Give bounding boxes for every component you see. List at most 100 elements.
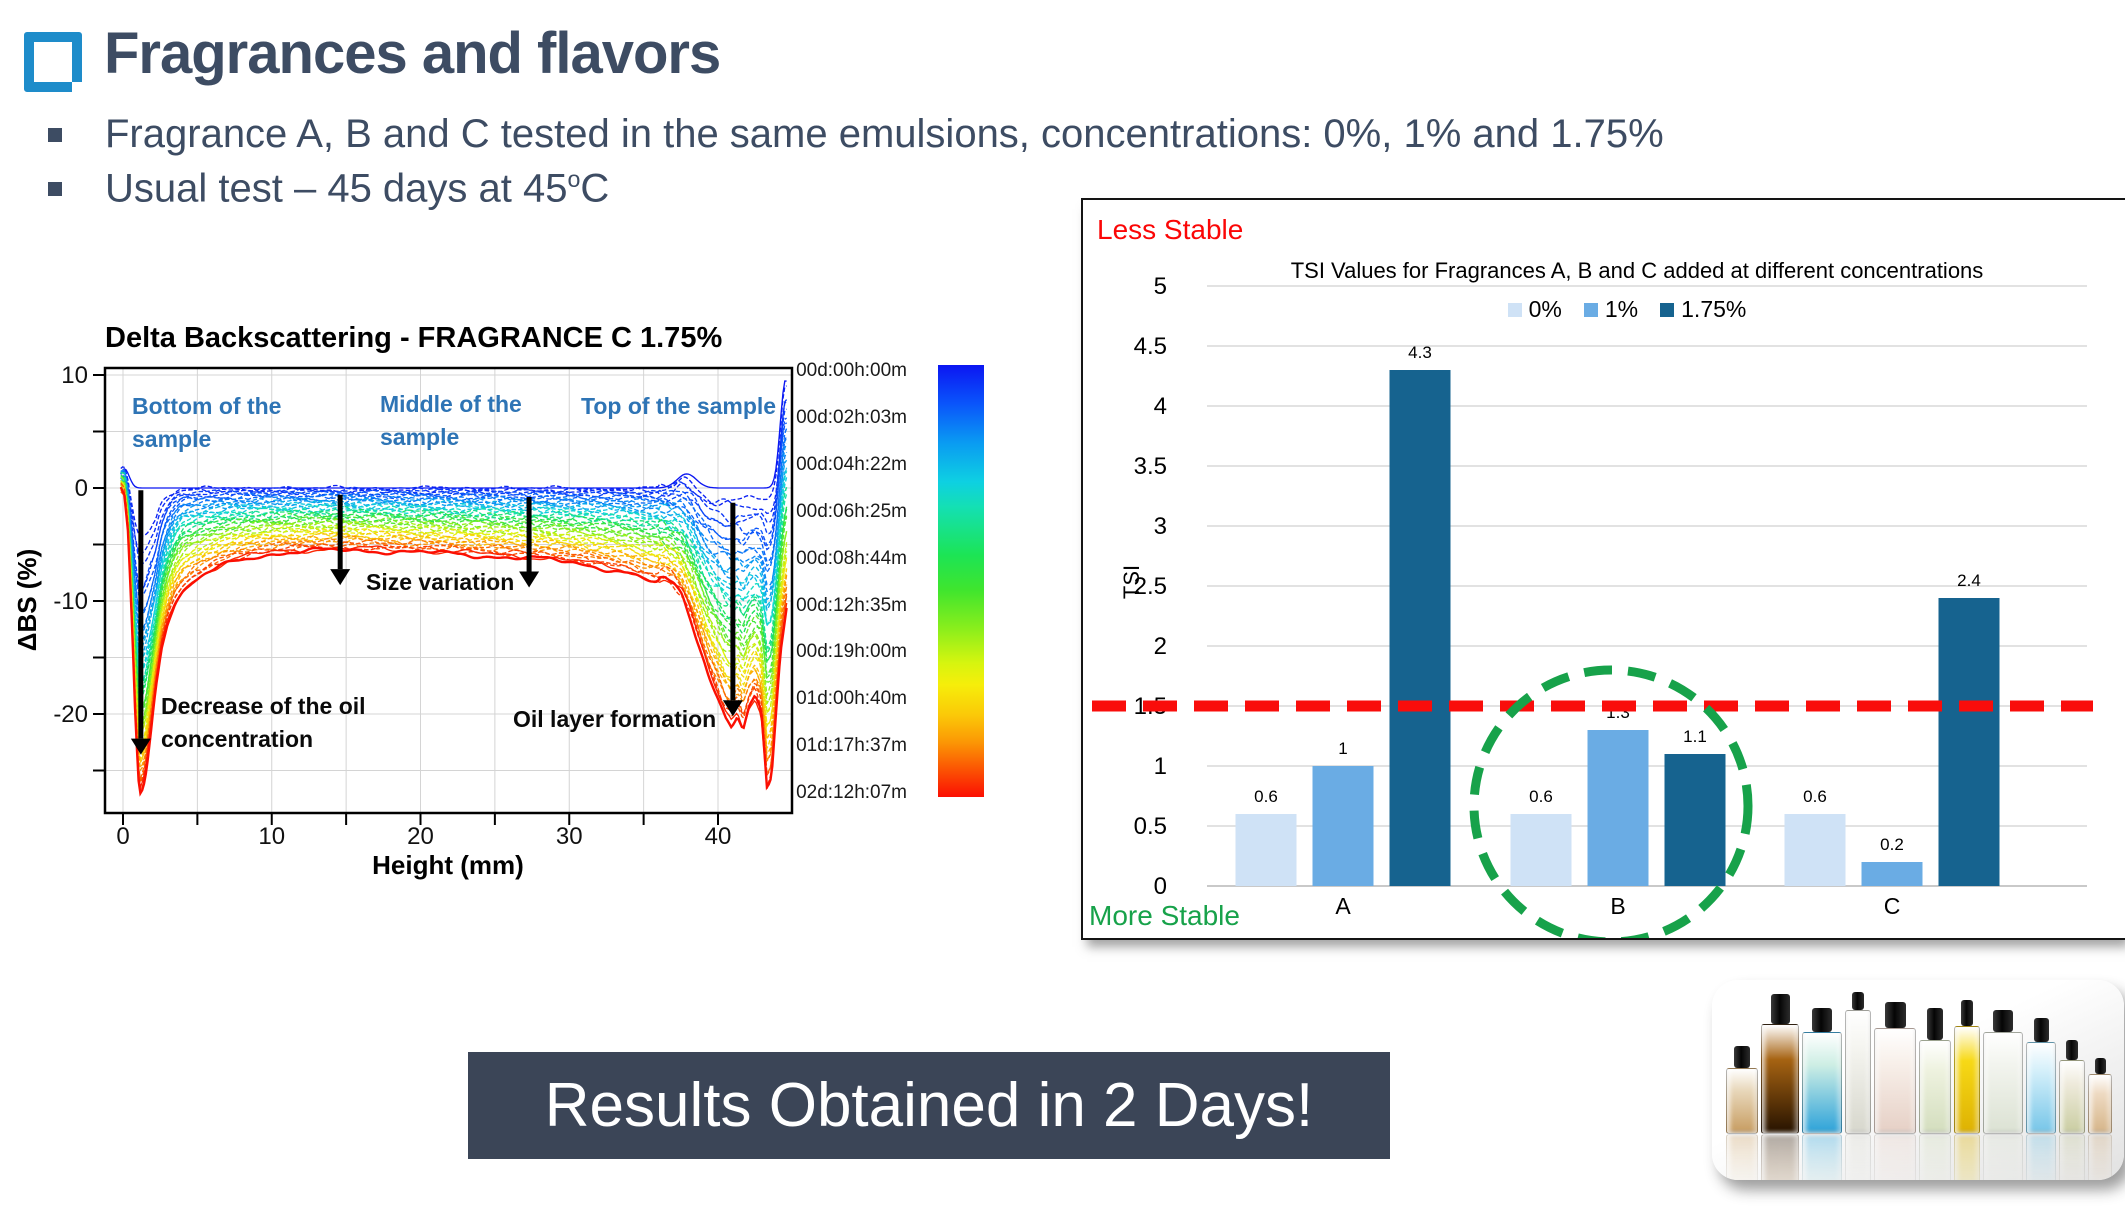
tsi-panel: 54.543.532.521.510.500.60.60.611.30.24.3… <box>1081 198 2125 940</box>
bottle-cap <box>1852 992 1864 1010</box>
bottle-body <box>2026 1134 2056 1180</box>
bottle-body <box>2088 1134 2112 1180</box>
bottle-body <box>1983 1134 2023 1180</box>
tsi-y-tick-label: 4.5 <box>1134 333 1167 360</box>
tsi-y-tick-label: 3.5 <box>1134 453 1167 480</box>
tsi-ylabel: TSI <box>1119 564 1145 600</box>
bottle-body <box>1845 1010 1871 1134</box>
colorbar-time-label: 00d:04h:22m <box>796 453 907 475</box>
perfume-bottles-reflection <box>1726 1134 2112 1180</box>
perfume-bottle <box>1761 1134 1799 1180</box>
bs-scan-curve <box>120 401 787 555</box>
page-title: Fragrances and flavors <box>104 21 721 86</box>
backscatter-chart: Delta Backscattering - FRAGRANCE C 1.75%… <box>10 318 1020 918</box>
bottle-cap <box>1927 1008 1943 1040</box>
perfume-bottle <box>1845 992 1871 1134</box>
bullet-line-2: Usual test – 45 days at 45oC <box>105 166 610 211</box>
bottle-body <box>2059 1134 2085 1180</box>
annotation-size-variation: Size variation <box>366 569 515 595</box>
bottle-cap <box>1734 1046 1750 1068</box>
tsi-bar-A-1% <box>1312 766 1374 886</box>
perfume-bottle <box>2088 1134 2112 1180</box>
tsi-bar-value-label: 1.1 <box>1683 727 1707 746</box>
legend-swatch-icon <box>1507 302 1522 317</box>
bs-scan-curve <box>120 481 788 714</box>
perfume-bottle <box>1983 1010 2023 1134</box>
colorbar-time-label: 02d:12h:07m <box>796 782 907 804</box>
bs-scan-curve <box>120 484 788 718</box>
bs-grid <box>105 368 792 813</box>
bs-plot-border <box>103 366 794 815</box>
bottle-body <box>1874 1028 1916 1134</box>
bottle-body <box>1954 1134 1980 1180</box>
colorbar-time-label: 00d:00h:00m <box>796 360 907 381</box>
tsi-y-tick-label: 0 <box>1154 873 1167 900</box>
down-arrow-head-icon <box>519 571 540 588</box>
bs-scan-curve <box>120 468 788 661</box>
backscatter-chart-title: Delta Backscattering - FRAGRANCE C 1.75% <box>105 322 723 354</box>
bs-scan-curve <box>120 408 787 591</box>
annotation-top-of-sample: Top of the sample <box>581 393 777 419</box>
annotation-oil-layer: Oil layer formation <box>513 706 717 732</box>
bottle-cap <box>1770 994 1790 1024</box>
bs-ticks <box>93 374 719 825</box>
tsi-bar-value-label: 0.6 <box>1803 787 1827 806</box>
tsi-legend-item: 1.75% <box>1660 296 1746 323</box>
tsi-category-label: C <box>1884 893 1901 919</box>
tsi-bar-value-label: 0.6 <box>1254 787 1278 806</box>
perfume-bottles <box>1726 984 2112 1134</box>
tsi-legend: 0% 1% 1.75% <box>1207 296 2047 323</box>
tsi-y-tick-label: 5 <box>1154 273 1167 300</box>
bullet-square-icon <box>48 128 62 142</box>
tsi-legend-label: 1.75% <box>1681 296 1747 322</box>
bs-scan-curve <box>120 481 788 729</box>
bs-scan-curve <box>120 471 788 695</box>
tsi-y-tick-label: 0.5 <box>1134 813 1167 840</box>
bs-scan-curve <box>120 459 788 661</box>
perfume-bottle <box>2026 1018 2056 1134</box>
bs-scan-curve <box>120 482 788 772</box>
tsi-category-label: B <box>1610 893 1625 919</box>
bottle-cap <box>2094 1058 2106 1074</box>
bs-scan-curve <box>120 482 788 765</box>
bottle-body <box>1874 1134 1916 1180</box>
tsi-bar-C-1.75% <box>1938 598 2000 886</box>
perfume-bottle <box>1874 1002 1916 1134</box>
bs-curves <box>119 380 788 797</box>
bottle-body <box>1761 1134 1799 1180</box>
bottle-cap <box>2033 1018 2049 1042</box>
perfume-bottle <box>1761 994 1799 1134</box>
bottle-cap <box>1884 1002 1906 1028</box>
bottle-body <box>1845 1134 1871 1180</box>
bs-x-tick-label: 10 <box>258 823 285 850</box>
perfume-bottle <box>2059 1040 2085 1134</box>
tsi-legend-label: 1% <box>1604 296 1639 322</box>
perfume-bottle <box>1954 1134 1980 1180</box>
bottle-body <box>1919 1040 1951 1134</box>
less-stable-label: Less Stable <box>1097 214 1244 245</box>
bs-scan-curve <box>120 483 788 785</box>
bs-scan-curve <box>120 480 788 696</box>
bottle-cap <box>1812 1008 1832 1032</box>
tsi-y-tick-label: 3 <box>1154 513 1167 540</box>
annotation-middle-of-sample: Middle of the sample <box>380 391 522 451</box>
tsi-y-tick-label: 2 <box>1154 633 1167 660</box>
tsi-legend-label: 0% <box>1528 296 1562 322</box>
bs-scan-curve <box>120 422 788 600</box>
scan-time-labels: 00d:00h:00m 00d:02h:03m 00d:04h:22m 00d:06h… <box>745 318 907 918</box>
bs-scan-curve <box>120 476 788 733</box>
tsi-bar-A-0% <box>1235 814 1297 886</box>
bottle-body <box>1726 1068 1758 1134</box>
bs-x-tick-label: 0 <box>116 823 129 850</box>
tsi-bar-value-label: 2.4 <box>1957 571 1981 590</box>
tsi-bar-value-label: 4.3 <box>1408 343 1432 362</box>
bullet-line-1: Fragrance A, B and C tested in the same … <box>105 112 1664 156</box>
tsi-bar-B-0% <box>1510 814 1572 886</box>
more-stable-label: More Stable <box>1089 900 1240 931</box>
bs-x-tick-label: 20 <box>407 823 434 850</box>
tsi-bar-B-1.75% <box>1664 754 1726 886</box>
backscatter-plot: Height (mm) ΔBS (%) 0 10 20 30 40 10 0 -10 -20 <box>12 362 794 880</box>
bottle-body <box>1919 1134 1951 1180</box>
tsi-bar-plot: 54.543.532.521.510.500.60.60.611.30.24.3… <box>1092 273 2093 938</box>
